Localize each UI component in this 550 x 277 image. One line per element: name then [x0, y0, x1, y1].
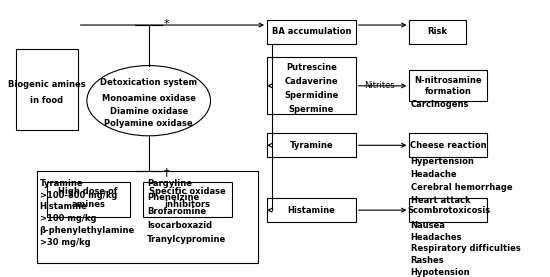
Text: Cheese reaction: Cheese reaction — [410, 141, 487, 150]
Text: >30 mg/kg: >30 mg/kg — [40, 238, 90, 247]
FancyBboxPatch shape — [37, 171, 258, 263]
Text: >100-800 mg/kg: >100-800 mg/kg — [40, 191, 117, 199]
Text: Scombrotoxicosis: Scombrotoxicosis — [407, 206, 490, 215]
Text: Respiratory difficulties: Respiratory difficulties — [410, 244, 520, 253]
Text: formation: formation — [425, 88, 472, 96]
FancyBboxPatch shape — [267, 20, 356, 44]
Text: in food: in food — [30, 96, 63, 105]
Text: Cadaverine: Cadaverine — [284, 77, 338, 86]
FancyBboxPatch shape — [47, 182, 130, 217]
Text: Tyramine: Tyramine — [40, 179, 83, 188]
Text: *: * — [164, 19, 169, 29]
Text: Isocarboxazid: Isocarboxazid — [147, 221, 212, 230]
Text: Nausea: Nausea — [410, 221, 446, 230]
Text: Risk: Risk — [428, 27, 448, 36]
FancyBboxPatch shape — [410, 198, 487, 222]
Text: Headaches: Headaches — [410, 233, 462, 242]
Text: inhibitors: inhibitors — [164, 200, 211, 209]
Text: Monoamine oxidase: Monoamine oxidase — [102, 94, 196, 103]
Text: N-nitrosamine: N-nitrosamine — [415, 76, 482, 85]
Text: Specific oxidase: Specific oxidase — [149, 187, 226, 196]
Text: Histamine: Histamine — [288, 206, 336, 215]
Text: Phenelzine: Phenelzine — [147, 193, 199, 202]
Text: amines: amines — [72, 200, 105, 209]
FancyBboxPatch shape — [267, 198, 356, 222]
Text: >100 mg/kg: >100 mg/kg — [40, 214, 96, 223]
FancyBboxPatch shape — [410, 133, 487, 157]
Ellipse shape — [87, 66, 211, 136]
Text: †: † — [164, 167, 169, 177]
Text: Hypertension: Hypertension — [410, 157, 475, 166]
Text: β-phenylethylamine: β-phenylethylamine — [40, 226, 135, 235]
Text: Polyamine oxidase: Polyamine oxidase — [104, 119, 193, 128]
Text: Carcinogens: Carcinogens — [410, 100, 469, 109]
Text: Spermidine: Spermidine — [284, 91, 339, 100]
Text: Heart attack: Heart attack — [410, 196, 470, 205]
Text: Detoxication system: Detoxication system — [100, 78, 197, 87]
FancyBboxPatch shape — [144, 182, 232, 217]
Text: Cerebral hemorrhage: Cerebral hemorrhage — [410, 183, 512, 192]
Text: Tyramine: Tyramine — [289, 141, 333, 150]
Text: Biogenic amines: Biogenic amines — [8, 80, 86, 89]
Text: Headache: Headache — [410, 170, 457, 179]
Text: Nitrites: Nitrites — [365, 81, 395, 90]
Text: Brofaromine: Brofaromine — [147, 207, 206, 216]
FancyBboxPatch shape — [267, 133, 356, 157]
Text: Rashes: Rashes — [410, 256, 444, 265]
FancyBboxPatch shape — [410, 20, 466, 44]
Text: Spermine: Spermine — [289, 106, 334, 114]
Text: BA accumulation: BA accumulation — [272, 27, 351, 36]
FancyBboxPatch shape — [267, 57, 356, 114]
Text: Putrescine: Putrescine — [286, 63, 337, 72]
FancyBboxPatch shape — [410, 70, 487, 101]
Text: Hypotension: Hypotension — [410, 268, 470, 276]
Text: High dose of: High dose of — [58, 187, 118, 196]
Text: Diamine oxidase: Diamine oxidase — [109, 107, 188, 116]
Text: Tranylcypromine: Tranylcypromine — [147, 235, 227, 244]
Text: Histamine: Histamine — [40, 202, 87, 211]
FancyBboxPatch shape — [16, 49, 78, 130]
Text: Pargyline: Pargyline — [147, 179, 192, 188]
